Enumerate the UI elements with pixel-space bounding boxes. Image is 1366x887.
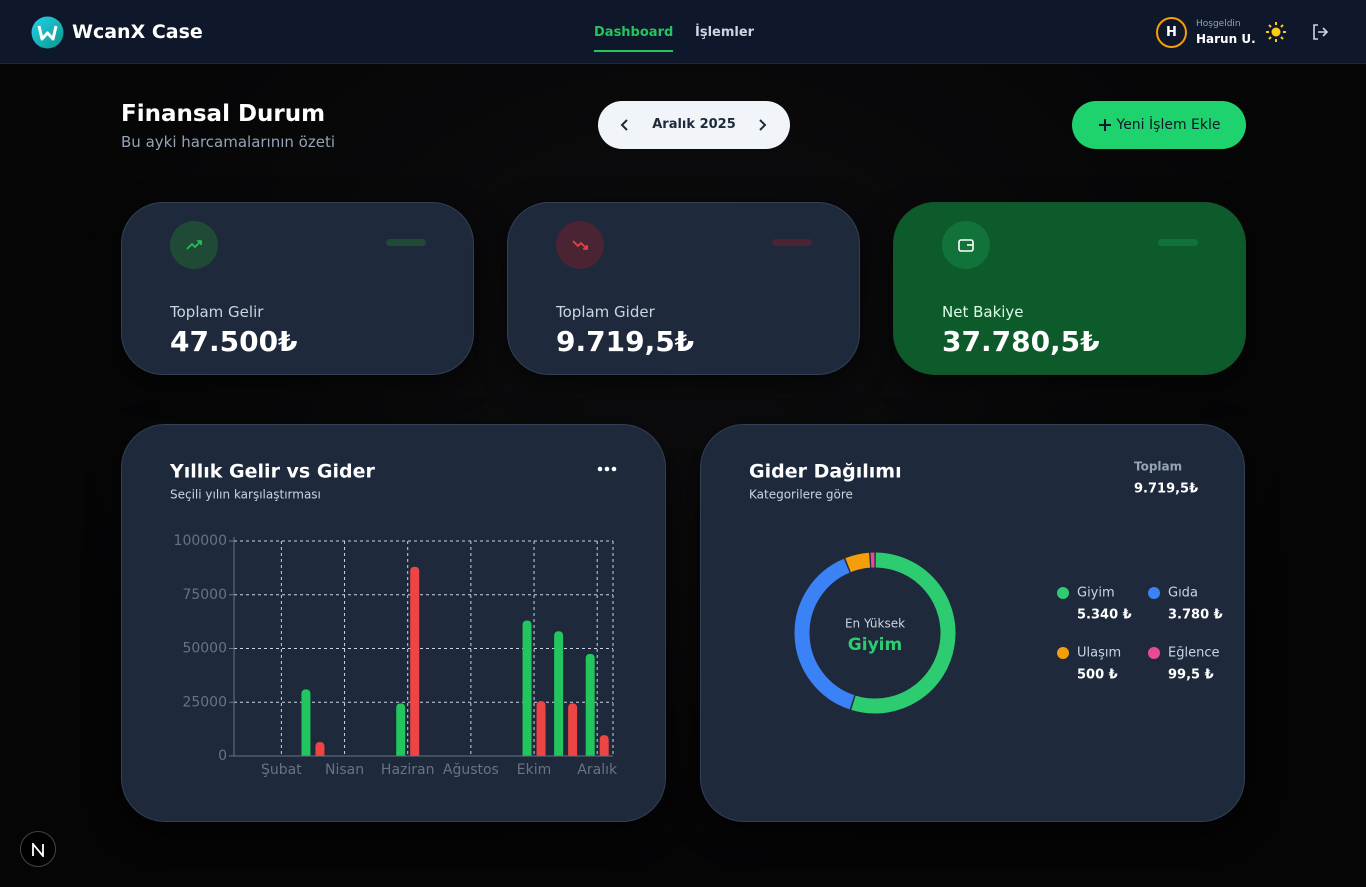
logout-button[interactable] [1311,23,1329,41]
expense-card: Toplam Gider 9.719,5₺ [507,202,860,375]
donut-slice [794,558,855,710]
legend-swatch [1057,647,1069,659]
bar [410,566,420,756]
nav-link[interactable]: Dashboard [594,25,674,52]
nav-link[interactable]: İşlemler [695,25,755,40]
total-label: Toplam [1134,460,1182,474]
y-tick-label: 0 [218,748,227,764]
brand: WcanX Case [72,21,203,43]
logo [31,16,64,49]
card-label: Net Bakiye [942,303,1024,321]
donut-slice [845,552,871,573]
card-label: Toplam Gelir [170,303,264,321]
bar-chart: Yıllık Gelir vs Gider Seçili yılın karşı… [169,461,618,779]
legend-swatch [1057,587,1069,599]
add-button-label: Yeni İşlem Ekle [1116,117,1221,133]
bar [522,620,532,756]
card-label: Toplam Gider [556,303,655,321]
legend-value: 5.340 ₺ [1077,608,1132,623]
chart-subtitle: Seçili yılın karşılaştırması [170,488,321,502]
dev-icon [32,841,44,858]
bar [536,701,546,756]
total-value: 9.719,5₺ [1134,482,1198,497]
greeting: Hoşgeldin [1196,19,1241,29]
avatar[interactable]: H [1156,17,1187,48]
next-button[interactable] [755,118,769,132]
x-tick-label: Ekim [517,762,551,778]
user-name: Harun U. [1196,32,1256,46]
bar-chart-panel: Yıllık Gelir vs Gider Seçili yılın karşı… [121,424,666,822]
period-label: Aralık 2025 [652,117,736,132]
x-tick-label: Aralık [577,762,618,778]
card-value: 47.500₺ [170,325,298,358]
card-icon [170,221,218,269]
theme-toggle[interactable] [1266,22,1286,42]
legend-label: Giyim [1077,586,1115,601]
add-button[interactable]: Yeni İşlem Ekle [1072,101,1246,149]
pie-chart-panel: Gider Dağılımı Kategorilere göre Toplam … [700,424,1245,822]
bar [301,689,311,756]
more-button[interactable] [597,466,617,472]
center-label: En Yüksek [845,617,905,631]
x-tick-label: Şubat [261,762,302,778]
bar [554,631,564,756]
card-icon [942,221,990,269]
bar [315,742,325,756]
balance-card: Net Bakiye 37.780,5₺ [893,202,1246,375]
y-tick-label: 100000 [174,533,227,549]
plus-icon [1098,119,1111,131]
legend-swatch [1148,647,1160,659]
donut-slice [851,552,956,714]
card-icon [556,221,604,269]
period-selector: Aralık 2025 [598,101,790,149]
card-badge [386,239,426,246]
income-card: Toplam Gelir 47.500₺ [121,202,474,375]
chart-subtitle: Kategorilere göre [749,488,853,502]
dev-indicator[interactable] [20,831,56,867]
page-subtitle: Bu ayki harcamalarının özeti [121,133,336,151]
legend-label: Ulaşım [1077,646,1121,661]
chart-title: Gider Dağılımı [749,461,902,483]
bar [599,735,609,756]
card-value: 9.719,5₺ [556,325,695,358]
center-value: Giyim [848,635,902,655]
card-badge [772,239,812,246]
x-tick-label: Haziran [381,762,435,778]
legend-value: 3.780 ₺ [1168,608,1223,623]
card-badge [1158,239,1198,246]
y-tick-label: 25000 [182,694,227,710]
page-title: Finansal Durum [121,101,326,127]
legend-swatch [1148,587,1160,599]
legend-label: Eğlence [1168,646,1219,661]
header: WcanX Case Dashboard İşlemler H Hoşgeldi… [0,0,1366,64]
pie-chart: Gider Dağılımı Kategorilere göre Toplam … [749,460,1223,714]
x-tick-label: Ağustos [443,762,499,778]
bar [396,703,406,756]
x-tick-label: Nisan [325,762,364,778]
legend-value: 500 ₺ [1077,668,1118,683]
chart-title: Yıllık Gelir vs Gider [169,461,375,483]
y-tick-label: 75000 [182,587,227,603]
y-tick-label: 50000 [182,641,227,657]
prev-button[interactable] [618,118,632,132]
legend-label: Gıda [1168,586,1198,601]
legend-value: 99,5 ₺ [1168,668,1214,683]
bar [568,703,578,756]
card-value: 37.780,5₺ [942,325,1100,358]
bar [585,653,595,756]
